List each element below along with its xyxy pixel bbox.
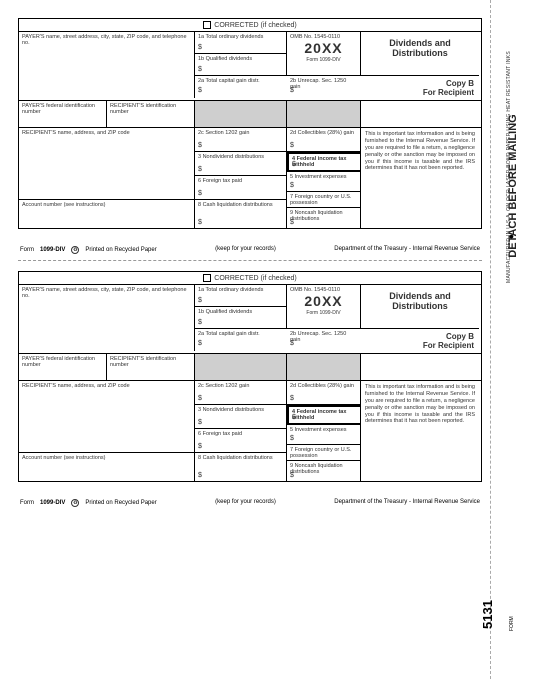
box-3: 3 Nondividend distributions$ [195, 152, 287, 176]
form-number-side: 5131 [480, 600, 495, 629]
box-2b: 2b Unrecap. Sec. 1250 gain$ [287, 76, 361, 96]
box-1a: 1a Total ordinary dividends$ [195, 285, 287, 307]
box-6: 6 Foreign tax paid$ [195, 176, 287, 200]
form-label-side: FORM [509, 616, 515, 631]
box-2c: 2c Section 1202 gain$ [195, 381, 287, 405]
payer-fed-id: PAYER'S federal identification number [19, 354, 107, 380]
box-4: 4 Federal income tax withheld$ [287, 405, 361, 425]
box-1b: 1b Qualified dividends$ [195, 307, 287, 329]
perforation [18, 260, 482, 261]
form-footer-1: Form 1099-DIV ♻ Printed on Recycled Pape… [18, 243, 482, 254]
payer-label: PAYER'S name, street address, city, stat… [22, 34, 187, 46]
form-1099-div-1: CORRECTED (if checked) PAYER'S name, str… [18, 18, 482, 229]
box-9: 9 Noncash liquidation distributions$ [287, 461, 361, 481]
box-2a: 2a Total capital gain distr.$ [195, 76, 287, 96]
box-7: 7 Foreign country or U.S. possession [287, 445, 361, 461]
payer-box: PAYER'S name, street address, city, stat… [19, 285, 195, 351]
form-line: Form 1099-DIV [290, 57, 357, 63]
bullet-icon: • [509, 228, 514, 244]
box-5: 5 Investment expenses$ [287, 425, 361, 445]
box-1b: 1b Qualified dividends$ [195, 54, 287, 76]
box-2a: 2a Total capital gain distr.$ [195, 329, 287, 349]
forms-area: CORRECTED (if checked) PAYER'S name, str… [0, 0, 490, 679]
box-5: 5 Investment expenses$ [287, 172, 361, 192]
form-1099-div-2: CORRECTED (if checked) PAYER'S name, str… [18, 271, 482, 482]
copy-b: Copy BFor Recipient [361, 76, 479, 100]
recipient-addr: RECIPIENT'S name, address, and ZIP code [19, 128, 195, 200]
recipient-id: RECIPIENT'S identification number [107, 101, 195, 127]
form-footer-2: Form 1099-DIV ♻ Printed on Recycled Pape… [18, 496, 482, 507]
corrected-checkbox [203, 274, 211, 282]
box-2d: 2d Collectibles (28%) gain$ [287, 128, 361, 152]
notice-top [361, 101, 479, 127]
payer-box: PAYER'S name, street address, city, stat… [19, 32, 195, 98]
box-6: 6 Foreign tax paid$ [195, 429, 287, 453]
corrected-checkbox [203, 21, 211, 29]
mfg-label: MANUFACTURED IN U.S.A. ON OCR LASER BOND… [506, 83, 512, 283]
box-2c: 2c Section 1202 gain$ [195, 128, 287, 152]
copy-b: Copy BFor Recipient [361, 329, 479, 353]
year: 20XX [290, 40, 357, 56]
box-7: 7 Foreign country or U.S. possession [287, 192, 361, 208]
recycle-icon: ♻ [71, 246, 79, 254]
irs-notice: This is important tax information and is… [361, 128, 479, 228]
payer-fed-id: PAYER'S federal identification number [19, 101, 107, 127]
irs-notice: This is important tax information and is… [361, 381, 479, 481]
form-title: Dividends and Distributions [361, 32, 479, 76]
year-box: OMB No. 1545-0110 20XX Form 1099-DIV [287, 32, 361, 76]
account-number: Account number (see instructions) [19, 453, 195, 481]
year-box: OMB No. 1545-0110 20XX Form 1099-DIV [287, 285, 361, 329]
box-8: 8 Cash liquidation distributions$ [195, 453, 287, 481]
box-3: 3 Nondividend distributions$ [195, 405, 287, 429]
shaded-2 [287, 101, 361, 127]
box-1a: 1a Total ordinary dividends$ [195, 32, 287, 54]
corrected-row: CORRECTED (if checked) [19, 272, 481, 285]
recycle-icon: ♻ [71, 499, 79, 507]
account-number: Account number (see instructions) [19, 200, 195, 228]
box-8: 8 Cash liquidation distributions$ [195, 200, 287, 228]
recipient-addr: RECIPIENT'S name, address, and ZIP code [19, 381, 195, 453]
recipient-id: RECIPIENT'S identification number [107, 354, 195, 380]
box-9: 9 Noncash liquidation distributions$ [287, 208, 361, 228]
shaded-1 [195, 101, 287, 127]
corrected-row: CORRECTED (if checked) [19, 19, 481, 32]
box-4: 4 Federal income tax withheld$ [287, 152, 361, 172]
side-margin: DETACH BEFORE MAILING MANUFACTURED IN U.… [490, 0, 533, 679]
corrected-label: CORRECTED (if checked) [214, 22, 296, 29]
box-2d: 2d Collectibles (28%) gain$ [287, 381, 361, 405]
box-2b: 2b Unrecap. Sec. 1250 gain$ [287, 329, 361, 349]
